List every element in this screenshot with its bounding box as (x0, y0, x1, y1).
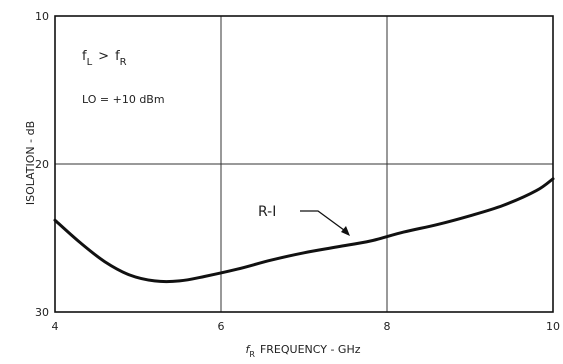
plot-frame (54, 15, 554, 313)
x-tick-label: 8 (384, 320, 391, 333)
condition-annotation: fL > fR (82, 49, 127, 68)
x-tick-label: 6 (218, 320, 225, 333)
y-tick-label: 10 (35, 10, 49, 23)
series-label-arrowhead (341, 226, 350, 236)
y-axis-label: ISOLATION - dB (24, 121, 37, 205)
grid-lines (55, 16, 553, 312)
tick-labels: 4 6 8 10 10 20 30 (35, 10, 560, 333)
x-tick-label: 10 (546, 320, 560, 333)
x-axis-label: fR FREQUENCY - GHz (246, 343, 361, 359)
lo-level-annotation: LO = +10 dBm (82, 93, 165, 106)
x-tick-label: 4 (52, 320, 59, 333)
y-tick-label: 20 (35, 158, 49, 171)
series-label-leader (300, 210, 349, 234)
series-line-r-i (53, 177, 555, 284)
y-tick-label: 30 (35, 306, 49, 319)
series-label-r-i: R-I (258, 204, 276, 220)
